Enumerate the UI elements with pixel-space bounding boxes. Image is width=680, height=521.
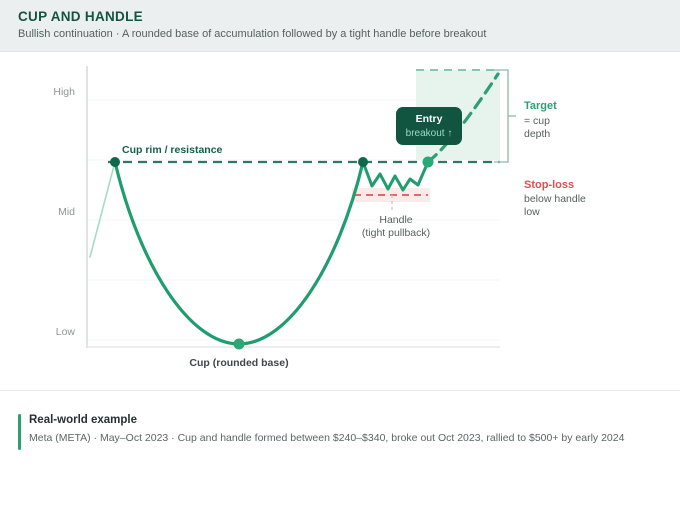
handle-curve bbox=[361, 160, 430, 192]
annotation-target-line1: = cup bbox=[524, 115, 550, 127]
annotation-target-line2: depth bbox=[524, 128, 550, 140]
annotation-handle-line1: Handle bbox=[379, 214, 412, 226]
chart-area: High Mid Low bbox=[0, 52, 680, 384]
marker-right-rim bbox=[358, 157, 368, 167]
card-header: CUP AND HANDLE Bullish continuation · A … bbox=[0, 0, 680, 52]
page-subtitle: Bullish continuation · A rounded base of… bbox=[18, 28, 487, 40]
page-title: CUP AND HANDLE bbox=[18, 9, 143, 24]
marker-breakout-entry bbox=[422, 156, 434, 168]
annotation-handle-line2: (tight pullback) bbox=[362, 227, 430, 239]
annotation-cup-rim: Cup rim / resistance bbox=[122, 144, 223, 156]
ytick-mid: Mid bbox=[58, 206, 75, 218]
entry-tooltip-subtitle: breakout ↑ bbox=[406, 128, 453, 139]
annotation-cup-base: Cup (rounded base) bbox=[189, 357, 288, 369]
footer-description: Meta (META) · May–Oct 2023 · Cup and han… bbox=[29, 432, 625, 444]
annotation-stoploss-line1: below handle bbox=[524, 193, 586, 205]
entry-tooltip-title: Entry bbox=[416, 113, 443, 125]
axes bbox=[86, 66, 500, 348]
cup-curve bbox=[113, 160, 365, 346]
marker-left-rim bbox=[110, 157, 120, 167]
marker-cup-bottom bbox=[233, 338, 245, 350]
target-bracket bbox=[494, 69, 516, 163]
annotation-stoploss-title: Stop-loss bbox=[524, 179, 574, 191]
annotation-target-title: Target bbox=[524, 100, 557, 112]
real-world-example-section: Real-world example Meta (META) · May–Oct… bbox=[0, 390, 680, 521]
cup-and-handle-chart: High Mid Low bbox=[53, 66, 586, 369]
leadin-line bbox=[89, 161, 116, 258]
y-axis-ticks: High Mid Low bbox=[53, 86, 75, 338]
annotation-stoploss-line2: low bbox=[524, 206, 540, 218]
data-point-markers bbox=[110, 156, 434, 350]
ytick-low: Low bbox=[56, 326, 76, 338]
footer-accent-bar bbox=[18, 414, 21, 450]
ytick-high: High bbox=[53, 86, 75, 98]
footer-title: Real-world example bbox=[29, 414, 138, 426]
entry-tooltip[interactable]: Entry breakout ↑ bbox=[396, 107, 462, 145]
